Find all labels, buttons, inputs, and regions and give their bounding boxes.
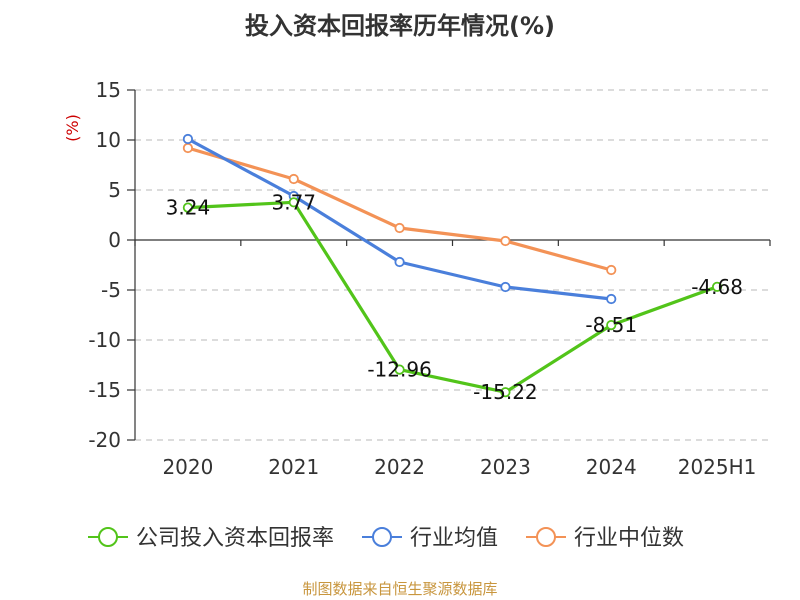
data-point (182, 142, 194, 154)
y-tick-label: 10 (96, 128, 121, 152)
source-note: 制图数据来自恒生聚源数据库 (302, 580, 497, 598)
data-point (606, 264, 617, 276)
x-tick-label: 2024 (586, 455, 637, 479)
x-tick-label: 2025H1 (678, 455, 757, 479)
chart-title: 投入资本回报率历年情况(%) (245, 12, 555, 40)
data-label: -12.96 (367, 358, 431, 382)
data-point (500, 281, 511, 293)
data-point (606, 319, 617, 331)
y-tick-label: 0 (108, 228, 121, 252)
data-point (394, 256, 405, 268)
legend-marker (536, 527, 556, 547)
series-line (187, 200, 718, 394)
data-point (500, 387, 511, 398)
legend-marker (98, 527, 118, 547)
y-axis-label: (%) (63, 114, 82, 142)
y-tick-label: -20 (88, 428, 121, 452)
axes: 15 10 5 0 -5 -10 -15 -20 2020 2021 2022 2023 2024 202… (88, 78, 771, 479)
data-label: 3.24 (166, 196, 211, 220)
x-tick-label: 2020 (162, 455, 213, 479)
x-tick-label: 2022 (374, 455, 425, 479)
data-label: 3.77 (271, 190, 316, 214)
series-line (187, 146, 612, 272)
data-point (606, 293, 617, 305)
data-label: -15.22 (473, 380, 537, 404)
legend: 公司投入资本回报率 行业均值 行业中位数 (88, 526, 684, 551)
legend-label: 公司投入资本回报率 (136, 526, 334, 551)
legend-label: 行业均值 (410, 526, 498, 551)
data-point (182, 133, 194, 145)
y-tick-label: -15 (88, 378, 121, 402)
y-tick-label: -5 (101, 278, 121, 302)
grid (135, 89, 770, 441)
data-point (182, 202, 194, 213)
legend-marker (372, 527, 392, 547)
data-point (394, 222, 405, 234)
series-line (187, 137, 612, 301)
x-tick-label: 2023 (480, 455, 531, 479)
data-point (711, 281, 723, 292)
legend-label: 行业中位数 (574, 526, 684, 551)
series-group (182, 133, 723, 398)
data-point (288, 197, 299, 208)
data-point (394, 364, 405, 375)
x-tick-label: 2021 (268, 455, 319, 479)
data-labels: 3.24 3.77 -12.96 -15.22 -8.51 -4.68 (166, 190, 743, 404)
data-point (288, 173, 299, 185)
data-label: -8.51 (585, 313, 637, 337)
data-point (500, 235, 511, 247)
y-tick-label: 15 (96, 78, 121, 102)
data-label: -4.68 (691, 275, 743, 299)
y-tick-label: 5 (108, 178, 121, 202)
y-tick-label: -10 (88, 328, 121, 352)
